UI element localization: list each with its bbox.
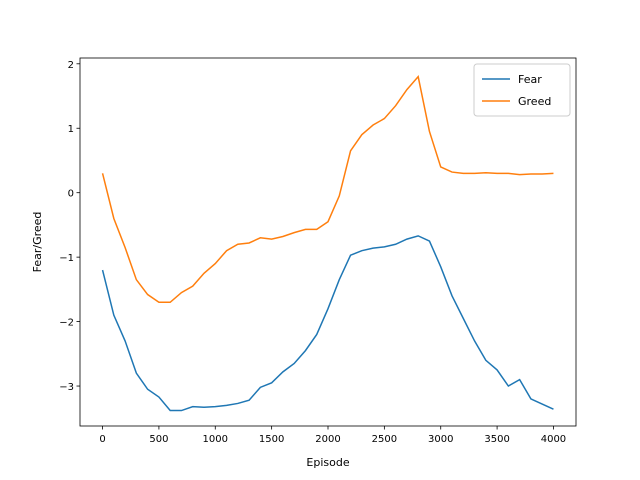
legend-label: Greed [518, 95, 551, 108]
legend-box [473, 63, 571, 117]
plot-frame [79, 57, 577, 427]
legend: Fear Greed [473, 63, 571, 117]
x-tick-label: 0 [99, 434, 105, 445]
x-tick-label: 1500 [259, 434, 284, 445]
x-tick-label: 1000 [203, 434, 228, 445]
y-axis-label: Fear/Greed [31, 212, 44, 273]
data-line [101, 235, 554, 412]
x-tick-label: 3500 [484, 434, 509, 445]
legend-label: Fear [518, 73, 542, 86]
y-tick-label: −2 [59, 318, 74, 329]
x-tick-label: 2000 [315, 434, 340, 445]
y-tick-label: −3 [59, 382, 74, 393]
y-tick-label: −1 [59, 253, 74, 264]
y-tick-label: 1 [68, 124, 74, 135]
x-tick-label: 4000 [541, 434, 566, 445]
x-tick-label: 500 [149, 434, 168, 445]
y-tick-label: 2 [68, 60, 74, 71]
y-tick-label: 0 [68, 189, 74, 200]
data-line [101, 75, 554, 304]
x-tick-label: 2500 [372, 434, 397, 445]
x-tick-label: 3000 [428, 434, 453, 445]
x-axis-label: Episode [306, 456, 349, 469]
